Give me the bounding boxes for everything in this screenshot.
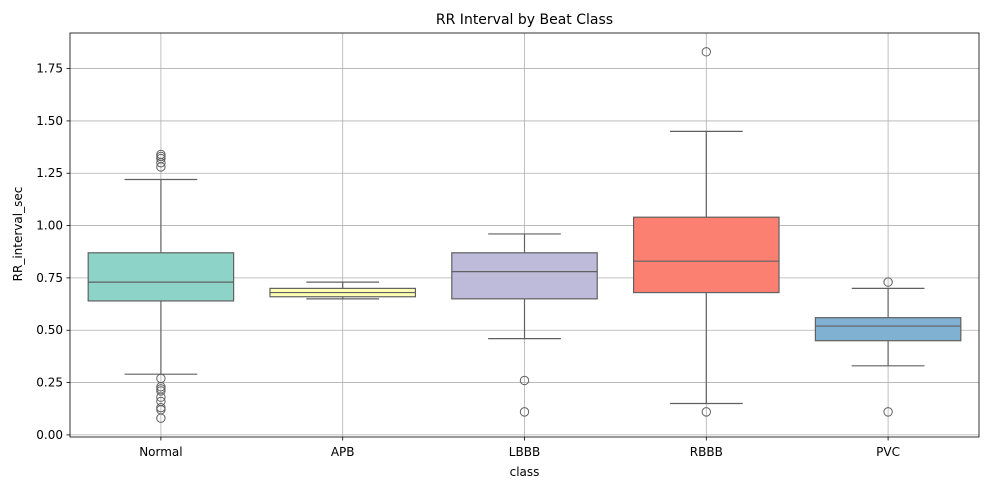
y-tick-label: 0.50 bbox=[36, 323, 63, 337]
x-tick-label: APB bbox=[331, 445, 355, 459]
outlier-point bbox=[156, 396, 166, 407]
box-group-rbbb bbox=[632, 47, 780, 417]
x-tick-label: Normal bbox=[139, 445, 182, 459]
boxes bbox=[87, 47, 962, 423]
outlier-point bbox=[156, 402, 166, 413]
outlier-point bbox=[156, 373, 166, 384]
outlier-point bbox=[519, 407, 530, 417]
grid bbox=[70, 33, 979, 437]
box bbox=[814, 317, 962, 342]
chart-title: RR Interval by Beat Class bbox=[436, 12, 613, 28]
box-group-normal bbox=[87, 149, 235, 423]
outlier-point bbox=[883, 407, 893, 417]
outlier-point bbox=[701, 47, 711, 57]
y-tick-label: 0.25 bbox=[36, 376, 63, 390]
y-tick-label: 1.25 bbox=[36, 166, 63, 180]
outlier-point bbox=[519, 375, 530, 386]
y-tick-label: 0.00 bbox=[36, 428, 63, 442]
box-group-lbbb bbox=[451, 233, 598, 417]
x-tick-label: LBBB bbox=[509, 445, 540, 459]
y-tick-label: 1.50 bbox=[36, 114, 63, 128]
box-group-apb bbox=[269, 281, 417, 300]
y-tick-label: 0.75 bbox=[36, 271, 63, 285]
y-axis-label: RR_interval_sec bbox=[11, 187, 25, 282]
y-tick-label: 1.75 bbox=[36, 62, 63, 76]
y-axis: 0.00 0.25 0.50 0.75 1.00 1.25 1.50 1.75 bbox=[36, 62, 70, 442]
box-group-pvc bbox=[814, 277, 962, 417]
box bbox=[632, 216, 780, 294]
x-tick-label: PVC bbox=[876, 445, 900, 459]
outlier-point bbox=[883, 277, 893, 287]
outlier-point bbox=[156, 149, 166, 160]
x-axis-label: class bbox=[510, 465, 540, 479]
box bbox=[451, 252, 598, 300]
y-tick-label: 1.00 bbox=[36, 219, 63, 233]
x-tick-label: RBBB bbox=[690, 445, 723, 459]
box bbox=[87, 252, 235, 302]
outlier-point bbox=[701, 407, 711, 417]
x-axis: Normal APB LBBB RBBB PVC bbox=[139, 437, 900, 459]
